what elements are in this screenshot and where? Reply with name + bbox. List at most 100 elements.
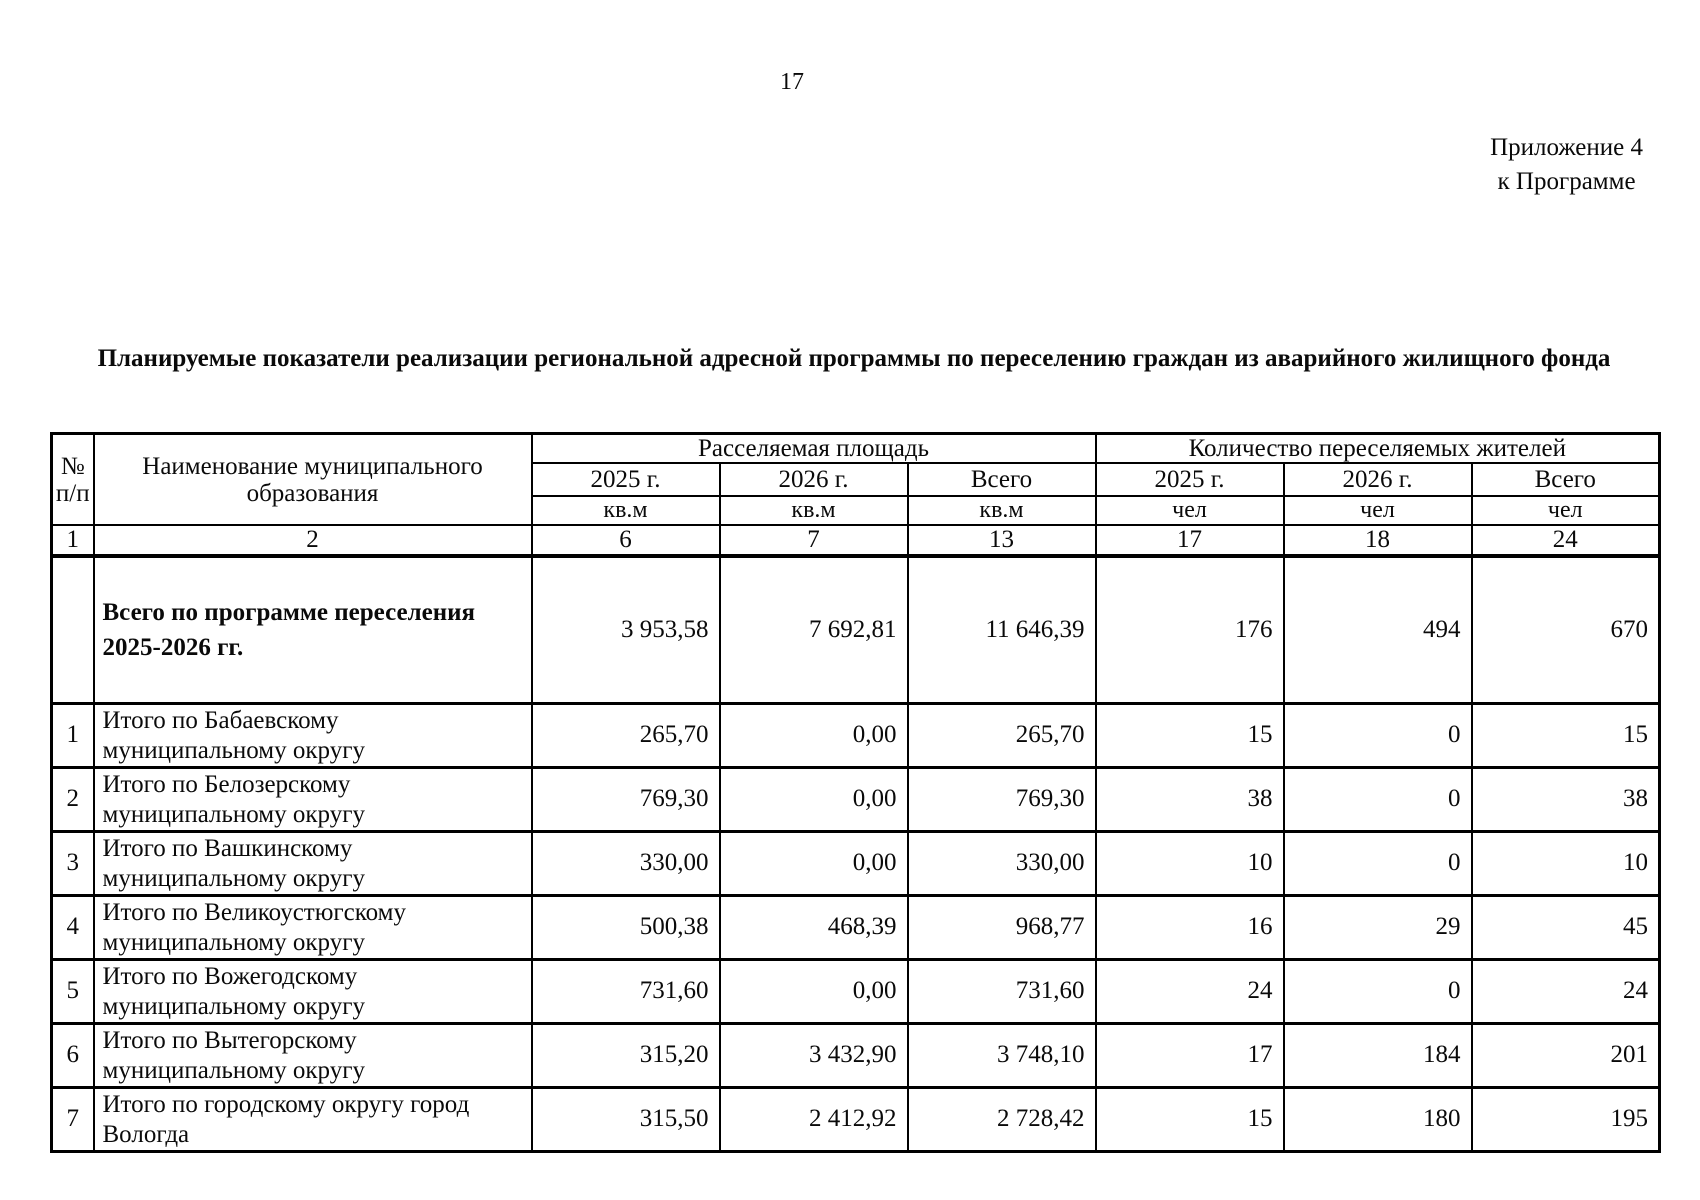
col-header-year: 2026 г. [1282,462,1473,497]
col-group-area: Расселяемая площадь [530,432,1097,464]
col-number-cell: 7 [718,524,909,558]
table-row: 6 Итого по Вытегорскому муниципальному ок… [50,1021,1661,1089]
col-number-cell: 13 [906,524,1097,558]
row-value-cell: 15 [1094,701,1285,769]
row-value-cell: 45 [1470,893,1661,961]
row-value-cell: 0,00 [718,765,909,833]
col-header-num: № п/п [50,432,95,526]
col-header-year: Всего [906,462,1097,497]
page-number: 17 [780,69,804,95]
col-header-unit: кв.м [530,495,721,526]
row-value-cell: 0 [1282,765,1473,833]
col-header-year: Всего [1470,462,1661,497]
row-value-cell: 3 432,90 [718,1021,909,1089]
row-name-cell: Итого по городскому округу город Вологда [92,1085,533,1153]
row-value-cell: 468,39 [718,893,909,961]
row-value-cell: 0 [1282,957,1473,1025]
col-header-unit: чел [1282,495,1473,526]
row-value-cell: 15 [1094,1085,1285,1153]
main-table: № п/п Наименование муниципального образо… [50,432,1662,1153]
row-value-cell: 15 [1470,701,1661,769]
appendix-line2: к Программе [1497,168,1636,195]
row-number-cell: 6 [50,1021,95,1089]
row-value-cell: 265,70 [530,701,721,769]
table-body: Всего по программе переселения 2025-2026… [50,554,1661,1153]
header-years-row: 2025 г. 2026 г. Всего 2025 г. 2026 г. Всего [52,462,1661,497]
row-value-cell: 17 [1094,1021,1285,1089]
table-row-total: Всего по программе переселения 2025-2026… [50,554,1661,705]
row-value-cell: 731,60 [906,957,1097,1025]
header-group-row: № п/п Наименование муниципального образо… [50,432,1661,526]
row-value-cell: 0,00 [718,701,909,769]
table-row: 5 Итого по Вожегодскому муниципальному ок… [50,957,1661,1025]
table-row: 1 Итого по Бабаевскому муниципальному окр… [50,701,1661,769]
row-value-cell: 330,00 [530,829,721,897]
col-number-cell: 18 [1282,524,1473,558]
col-header-unit: кв.м [906,495,1097,526]
table-row: 3 Итого по Вашкинскому муниципальному окр… [50,829,1661,897]
row-value-cell: 38 [1094,765,1285,833]
row-value-cell: 0 [1282,701,1473,769]
row-name-cell: Всего по программе переселения 2025-2026… [92,554,533,705]
row-name-cell: Итого по Вытегорскому муниципальному окр… [92,1021,533,1089]
row-number-cell: 3 [50,829,95,897]
row-value-cell: 265,70 [906,701,1097,769]
row-value-cell: 494 [1282,554,1473,705]
col-group-people: Количество переселяемых жителей [1094,432,1661,464]
appendix-note: Приложение 4 к Программе [1490,131,1643,199]
row-value-cell: 184 [1282,1021,1473,1089]
col-header-name: Наименование муниципального образования [92,432,533,526]
row-value-cell: 315,50 [530,1085,721,1153]
row-value-cell: 0,00 [718,829,909,897]
row-value-cell: 769,30 [530,765,721,833]
row-number-cell: 4 [50,893,95,961]
row-value-cell: 330,00 [906,829,1097,897]
row-value-cell: 24 [1470,957,1661,1025]
col-number-cell: 2 [92,524,533,558]
row-number-cell: 2 [50,765,95,833]
col-header-year: 2025 г. [1094,462,1285,497]
row-number-cell: 5 [50,957,95,1025]
row-value-cell: 769,30 [906,765,1097,833]
row-number-cell: 1 [50,701,95,769]
col-header-year: 2025 г. [530,462,721,497]
row-value-cell: 500,38 [530,893,721,961]
row-number-cell [50,554,95,705]
row-value-cell: 3 953,58 [530,554,721,705]
appendix-line1: Приложение 4 [1490,134,1643,161]
row-value-cell: 180 [1282,1085,1473,1153]
col-header-unit: чел [1094,495,1285,526]
header-units-row: кв.м кв.м кв.м чел чел чел [52,495,1661,526]
col-number-cell: 17 [1094,524,1285,558]
row-value-cell: 11 646,39 [906,554,1097,705]
row-name-cell: Итого по Белозерскому муниципальному окр… [92,765,533,833]
row-name-cell: Итого по Вашкинскому муниципальному окру… [92,829,533,897]
row-value-cell: 24 [1094,957,1285,1025]
table-header: № п/п Наименование муниципального образо… [50,432,1661,558]
col-header-unit: кв.м [718,495,909,526]
col-number-cell: 1 [50,524,95,558]
row-name-cell: Итого по Великоустюгскому муниципальному… [92,893,533,961]
document-title: Планируемые показатели реализации регион… [97,345,1611,372]
row-value-cell: 731,60 [530,957,721,1025]
row-value-cell: 2 412,92 [718,1085,909,1153]
row-value-cell: 7 692,81 [718,554,909,705]
row-value-cell: 201 [1470,1021,1661,1089]
row-value-cell: 2 728,42 [906,1085,1097,1153]
row-value-cell: 29 [1282,893,1473,961]
row-value-cell: 10 [1470,829,1661,897]
col-header-unit: чел [1470,495,1661,526]
header-colnums-row: 1 2 6 7 13 17 18 24 [50,524,1661,558]
table-row: 4 Итого по Великоустюгскому муниципальном… [50,893,1661,961]
row-name-cell: Итого по Бабаевскому муниципальному окру… [92,701,533,769]
table-row: 2 Итого по Белозерскому муниципальному ок… [50,765,1661,833]
row-value-cell: 10 [1094,829,1285,897]
row-value-cell: 195 [1470,1085,1661,1153]
table-row: 7 Итого по городскому округу город Вологд… [50,1085,1661,1153]
row-value-cell: 176 [1094,554,1285,705]
row-value-cell: 0 [1282,829,1473,897]
col-header-year: 2026 г. [718,462,909,497]
row-value-cell: 3 748,10 [906,1021,1097,1089]
row-value-cell: 16 [1094,893,1285,961]
